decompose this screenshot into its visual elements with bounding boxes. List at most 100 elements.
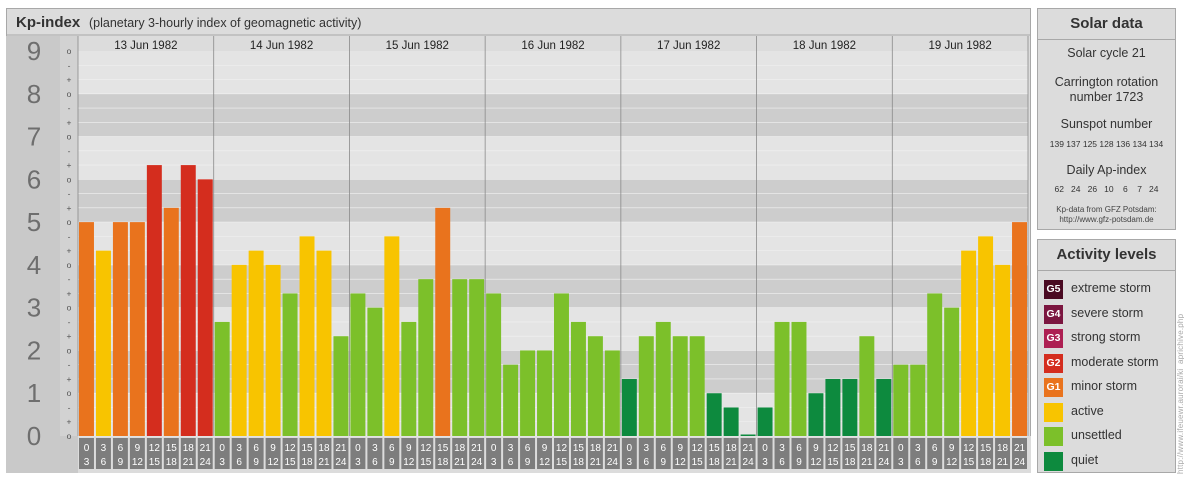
hour-end-label: 3: [219, 457, 225, 468]
level-label: moderate storm: [1071, 354, 1159, 369]
kp-bar: [655, 321, 671, 436]
kp-bar: [367, 307, 383, 436]
hour-start-label: 21: [200, 443, 212, 454]
kp-bar: [961, 250, 977, 436]
ap-label: Daily Ap-index: [1066, 163, 1147, 177]
hour-cell: [859, 438, 875, 469]
hour-cell: [384, 438, 400, 469]
hour-start-label: 21: [878, 443, 890, 454]
hour-cell: [316, 438, 332, 469]
hour-cell: [825, 438, 841, 469]
minor-tick-label: -: [68, 103, 71, 113]
hour-end-label: 12: [268, 457, 280, 468]
kp-bar: [893, 364, 909, 436]
hour-start-label: 15: [844, 443, 856, 454]
minor-tick-label: -: [68, 231, 71, 241]
y-tick-label: 2: [27, 335, 41, 365]
hour-cell: [604, 438, 620, 469]
activity-level-minor-storm: G1 minor storm: [1044, 378, 1174, 398]
minor-tick-label: -: [68, 317, 71, 327]
hour-cell: [638, 438, 654, 469]
minor-tick-label: o: [67, 174, 72, 184]
hour-start-label: 18: [318, 443, 330, 454]
hour-cell: [231, 438, 247, 469]
hour-start-label: 3: [236, 443, 242, 454]
hour-cell: [961, 438, 977, 469]
kp-bar: [859, 336, 875, 436]
minor-tick-label: o: [67, 388, 72, 398]
minor-tick-label: -: [68, 360, 71, 370]
hour-end-label: 3: [762, 457, 768, 468]
hour-end-label: 12: [132, 457, 144, 468]
hour-cell: [621, 438, 637, 469]
hour-end-label: 18: [573, 457, 585, 468]
kp-bar: [197, 179, 213, 437]
minor-tick-label: -: [68, 60, 71, 70]
minor-tick-label: +: [67, 331, 72, 341]
hour-end-label: 9: [525, 457, 531, 468]
hour-cell: [299, 438, 315, 469]
level-swatch: [1044, 402, 1063, 422]
hour-start-label: 6: [118, 443, 124, 454]
hour-end-label: 18: [980, 457, 992, 468]
hour-end-label: 3: [355, 457, 361, 468]
hour-start-label: 15: [709, 443, 721, 454]
kp-bar: [146, 165, 162, 437]
hour-cell: [554, 438, 569, 469]
hour-end-label: 3: [84, 457, 90, 468]
kp-bar: [95, 250, 111, 436]
kp-bar: [791, 321, 807, 436]
kp-bar: [401, 321, 417, 436]
level-swatch: [1044, 451, 1063, 471]
level-swatch: G5: [1044, 280, 1063, 299]
hour-end-label: 6: [236, 457, 242, 468]
hour-start-label: 0: [355, 443, 361, 454]
kp-bar: [1012, 222, 1027, 436]
hour-end-label: 9: [118, 457, 124, 468]
hour-end-label: 9: [796, 457, 802, 468]
y-tick-label: 3: [27, 293, 41, 323]
kp-bar: [214, 321, 230, 436]
kp-bar: [825, 378, 841, 436]
hour-start-label: 21: [335, 443, 347, 454]
activity-levels-title: Activity levels: [1038, 240, 1175, 271]
hour-start-label: 21: [743, 443, 755, 454]
kp-bar: [503, 364, 519, 436]
hour-cell: [197, 438, 213, 469]
minor-tick-label: +: [67, 246, 72, 256]
hour-start-label: 18: [183, 443, 195, 454]
hour-start-label: 18: [997, 443, 1009, 454]
hour-cell: [757, 438, 773, 469]
hour-cell: [706, 438, 722, 469]
hour-end-label: 18: [844, 457, 856, 468]
y-tick-label: 0: [27, 421, 41, 451]
hour-start-label: 9: [813, 443, 819, 454]
kp-bar: [672, 336, 688, 436]
hour-cell: [723, 438, 739, 469]
hour-start-label: 12: [692, 443, 704, 454]
hour-end-label: 12: [539, 457, 551, 468]
sunspot-values: 139 137 125 128 136 134 134: [1049, 139, 1164, 149]
hour-start-label: 15: [437, 443, 449, 454]
kp-bar: [231, 264, 247, 436]
y-axis-column: [6, 36, 60, 473]
hour-end-label: 18: [709, 457, 721, 468]
hour-end-label: 12: [403, 457, 415, 468]
source-line2: http://www.gfz-potsdam.de: [1059, 215, 1154, 224]
minor-tick-label: +: [67, 374, 72, 384]
kp-bar: [384, 236, 400, 436]
hour-start-label: 15: [301, 443, 313, 454]
activity-level-quiet: quiet: [1044, 451, 1174, 472]
kp-bar: [282, 293, 298, 436]
hour-cell: [876, 438, 892, 469]
source-line1: Kp-data from GFZ Potsdam:: [1056, 205, 1157, 214]
hour-cell: [112, 438, 128, 469]
day-header-strip: [78, 36, 1028, 51]
hour-end-label: 18: [166, 457, 178, 468]
minor-tick-label: -: [68, 402, 71, 412]
level-swatch: G1: [1044, 378, 1063, 397]
kp-bar: [927, 293, 943, 436]
kp-bar: [452, 279, 468, 436]
activity-levels-box: Activity levels G5 extreme storm G4 severe …: [1037, 239, 1176, 473]
hour-end-label: 15: [420, 457, 432, 468]
